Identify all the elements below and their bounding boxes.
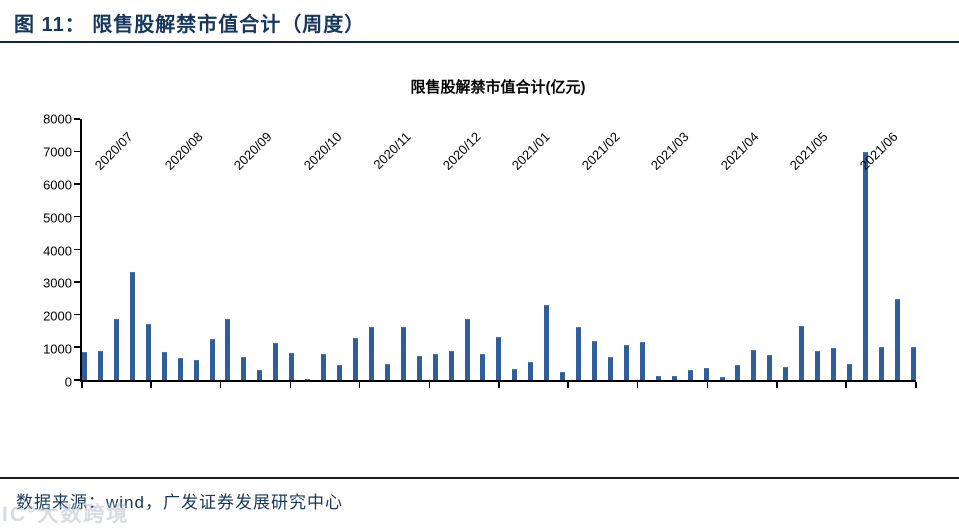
bar [783, 367, 789, 380]
y-axis-label: 1000 [43, 341, 72, 357]
bar [751, 349, 757, 380]
x-axis-tick [915, 382, 917, 388]
bar [193, 359, 199, 380]
y-axis-tick [74, 150, 80, 153]
bar [384, 363, 390, 380]
bar [416, 356, 422, 380]
y-axis-label: 2000 [43, 308, 72, 324]
bar [352, 338, 358, 380]
y-axis-label: 3000 [43, 275, 72, 291]
bar [113, 318, 119, 380]
bar [528, 361, 534, 380]
data-source-note: 数据来源：wind，广发证券发展研究中心 [16, 493, 343, 512]
y-axis-tick [74, 248, 80, 250]
x-axis-tick [776, 382, 778, 388]
bar [847, 364, 852, 380]
bar [815, 350, 821, 380]
bar [623, 345, 629, 380]
bar [592, 341, 597, 380]
bar [655, 375, 661, 380]
bar [910, 346, 916, 380]
y-axis-tick [74, 313, 80, 316]
y-axis-tick [74, 118, 80, 120]
y-axis-tick [74, 183, 80, 185]
bar [560, 371, 566, 380]
x-axis-tick [219, 382, 222, 388]
bar [799, 325, 805, 380]
bar [544, 305, 550, 380]
bar [400, 327, 406, 380]
bar [735, 365, 741, 380]
bar [145, 323, 151, 380]
bar [671, 376, 677, 380]
y-axis-tick [74, 281, 80, 283]
bar [607, 357, 613, 380]
figure-caption: 图 11： 限售股解禁市值合计（周度） [14, 14, 366, 36]
y-axis-label: 5000 [43, 210, 72, 226]
bar [496, 336, 502, 380]
bar [337, 365, 342, 380]
y-axis-label: 4000 [43, 243, 72, 258]
bar [687, 370, 693, 380]
y-axis-tick [74, 215, 80, 218]
x-axis-tick [428, 382, 430, 388]
y-axis-label: 7000 [43, 144, 72, 160]
x-axis-tick [289, 382, 291, 388]
y-axis-label: 0 [64, 374, 72, 390]
x-axis-tick [567, 382, 569, 388]
bar [480, 353, 486, 380]
bar [639, 342, 645, 380]
bar [576, 327, 582, 380]
x-axis-tick [150, 382, 152, 388]
x-axis-tick [358, 382, 361, 388]
bar [767, 355, 773, 380]
y-axis-tick [74, 346, 80, 348]
bar [719, 377, 725, 380]
x-axis-tick [706, 382, 708, 388]
header-divider-line [0, 41, 959, 43]
bar [289, 353, 295, 380]
bar [512, 369, 518, 380]
bar [225, 319, 231, 380]
bar [129, 271, 135, 380]
bar [878, 347, 884, 380]
bar [321, 353, 327, 380]
x-axis-tick [845, 382, 847, 388]
chart-title: 限售股解禁市值合计(亿元) [410, 79, 586, 96]
y-axis-label: 6000 [43, 177, 72, 193]
bar-series [82, 119, 916, 380]
bar [273, 343, 279, 380]
bar [209, 338, 215, 380]
footer-divider-line [0, 477, 959, 479]
bar [241, 357, 247, 380]
bar [862, 151, 868, 380]
bar [464, 318, 470, 380]
bar [177, 357, 183, 380]
bar [368, 326, 374, 380]
bar [894, 298, 900, 380]
bar [161, 352, 167, 380]
x-axis-tick [498, 382, 500, 388]
bar [82, 352, 87, 380]
x-axis-tick [81, 382, 83, 388]
bar [448, 350, 454, 380]
bar [257, 370, 263, 380]
y-axis-tick [74, 379, 80, 381]
bar [432, 353, 438, 380]
bar [305, 379, 311, 380]
bar [97, 350, 103, 380]
plot-area: 2020/07 2020/08 2020/09 2020/10 2020/11 2020/… [74, 118, 917, 388]
x-axis-tick [636, 382, 639, 388]
y-axis-label: 8000 [43, 111, 72, 127]
bar [831, 347, 837, 380]
bar [703, 367, 709, 380]
